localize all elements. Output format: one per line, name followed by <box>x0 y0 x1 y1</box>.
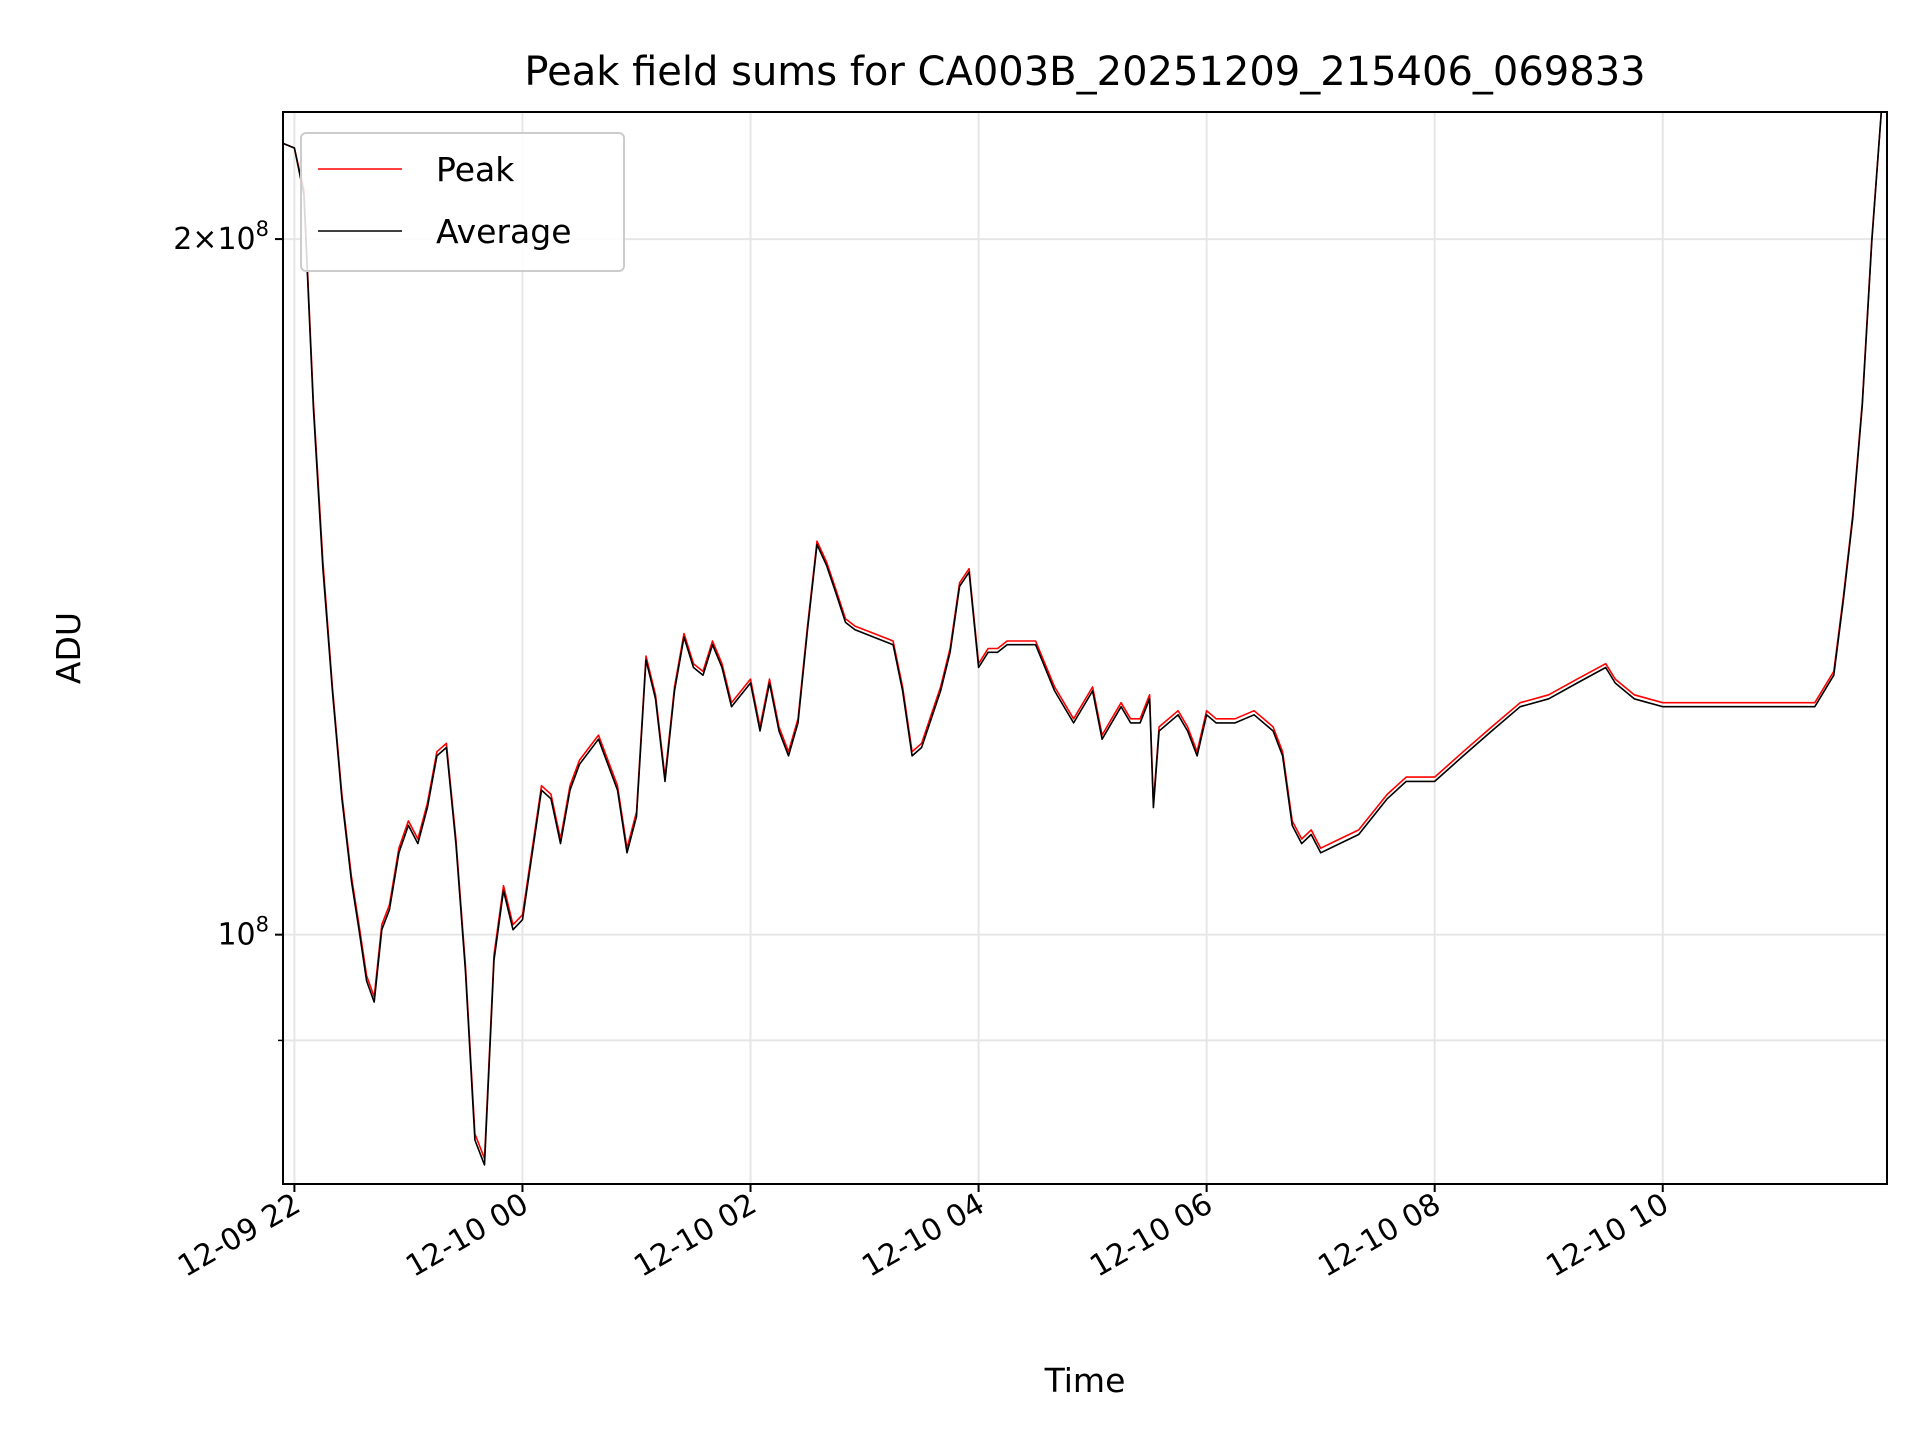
legend-box <box>300 132 625 272</box>
y-tick-label: 2×108 <box>173 217 269 257</box>
y-tick-label: 108 <box>217 913 269 953</box>
series-lines <box>282 111 1883 1166</box>
series-line-average <box>282 111 1883 1166</box>
legend-label-average: Average <box>436 212 572 251</box>
plot-frame <box>282 111 1888 1185</box>
y-axis: 108 2×108 <box>173 217 283 1042</box>
x-axis-title: Time <box>1044 1361 1126 1400</box>
chart-title: Peak field sums for CA003B_20251209_2154… <box>524 49 1645 95</box>
y-axis-title: ADU <box>49 612 88 684</box>
legend: Peak Average <box>300 132 625 272</box>
legend-label-peak: Peak <box>436 150 515 189</box>
